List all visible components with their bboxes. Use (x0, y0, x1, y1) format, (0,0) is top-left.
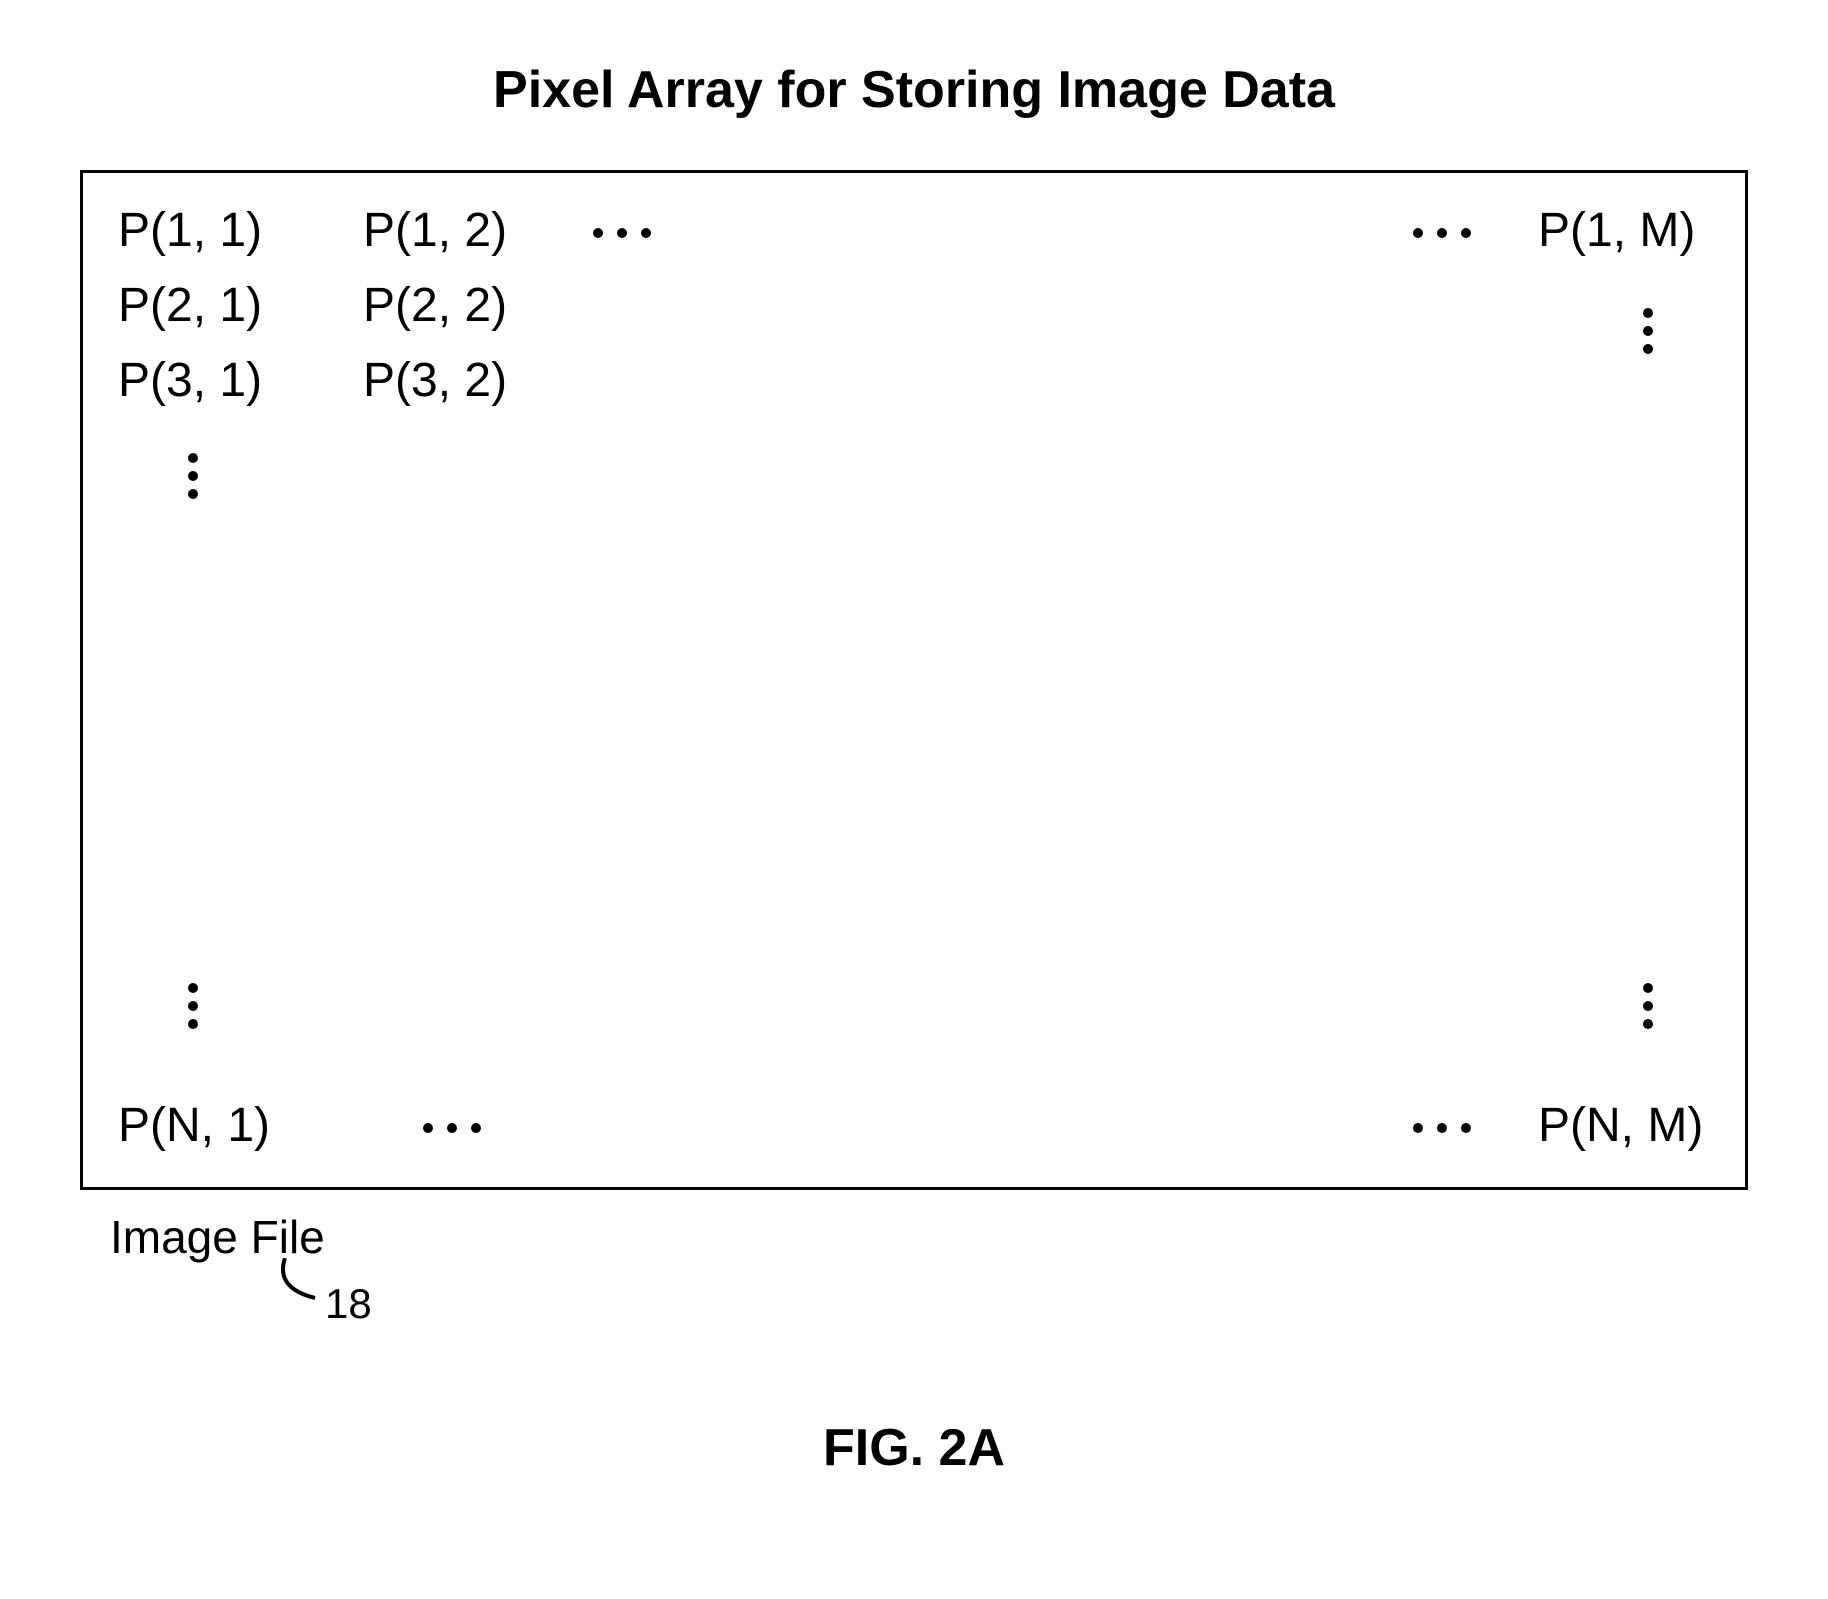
reference-number: 18 (325, 1280, 372, 1328)
cell-p12: P(1, 2) (363, 203, 507, 258)
vdots-colM-top (1643, 308, 1653, 354)
cell-p31: P(3, 1) (118, 353, 262, 408)
hdots-row1-right (1413, 228, 1471, 238)
hdots-rowN-left (423, 1123, 481, 1133)
figure-label: FIG. 2A (80, 1418, 1748, 1478)
caption-text: Image File (110, 1211, 325, 1263)
vdots-col1-top (188, 453, 198, 499)
cell-pn1: P(N, 1) (118, 1098, 270, 1153)
diagram-title: Pixel Array for Storing Image Data (80, 60, 1748, 120)
vdots-colM-bottom (1643, 983, 1653, 1029)
vdots-col1-bottom (188, 983, 198, 1029)
hdots-row1-left (593, 228, 651, 238)
cell-p21: P(2, 1) (118, 278, 262, 333)
cell-p11: P(1, 1) (118, 203, 262, 258)
cell-p32: P(3, 2) (363, 353, 507, 408)
hdots-rowN-right (1413, 1123, 1471, 1133)
pixel-array-box: P(1, 1) P(1, 2) P(1, M) P(2, 1) P(2, 2) … (80, 170, 1748, 1190)
cell-pnm: P(N, M) (1538, 1098, 1703, 1153)
cell-p1m: P(1, M) (1538, 203, 1695, 258)
cell-p22: P(2, 2) (363, 278, 507, 333)
caption-area: Image File 18 (110, 1210, 1748, 1264)
